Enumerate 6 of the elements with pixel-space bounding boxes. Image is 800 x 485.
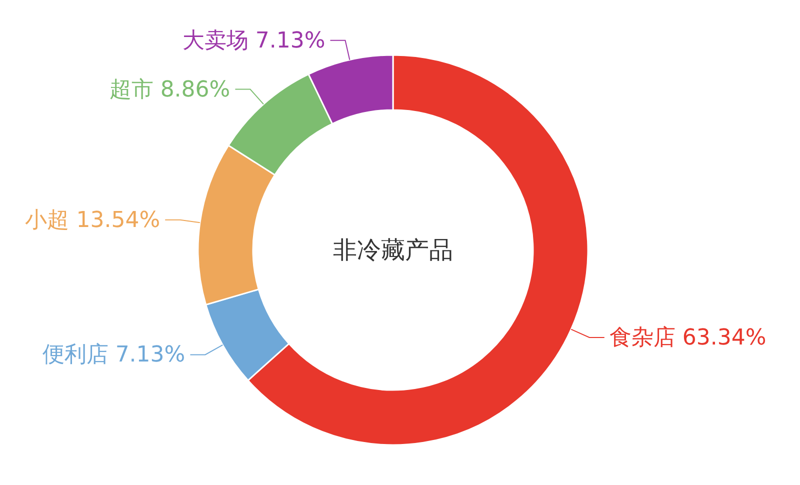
slice-label: 便利店 (42, 342, 116, 368)
slice-label: 食杂店 (609, 325, 682, 350)
slice-label: 大卖场 (182, 28, 256, 54)
text: 非冷藏产品 (333, 236, 453, 264)
slice-label: 超市 (109, 77, 160, 102)
slice-label: 小超 (25, 208, 76, 233)
